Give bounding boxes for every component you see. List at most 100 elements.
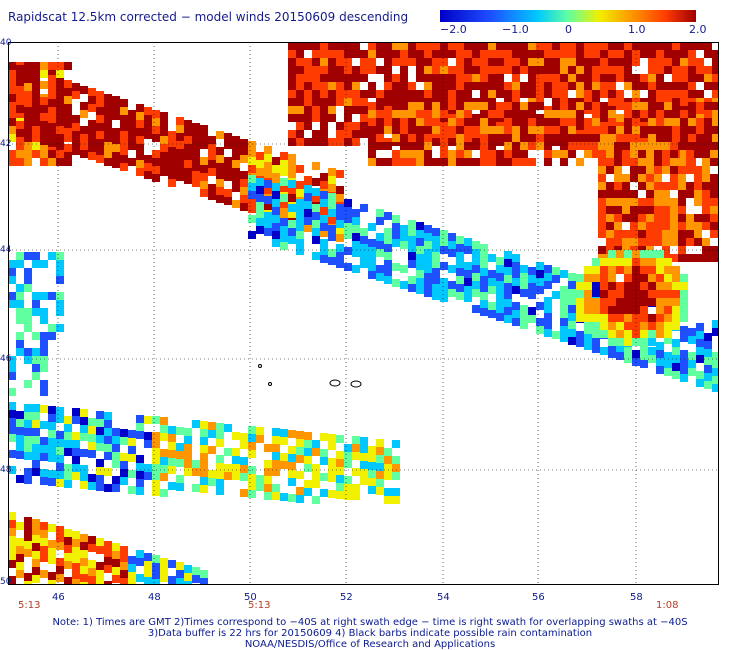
data-cell	[64, 472, 72, 480]
data-cell	[216, 431, 224, 439]
data-cell	[48, 139, 56, 147]
data-cell	[352, 50, 360, 58]
data-cell	[184, 136, 192, 144]
data-cell	[672, 290, 680, 298]
data-cell	[8, 78, 16, 86]
data-cell	[64, 158, 72, 166]
data-cell	[584, 306, 592, 314]
data-cell	[672, 50, 680, 58]
data-cell	[384, 158, 392, 166]
data-cell	[640, 282, 648, 290]
data-cell	[638, 174, 646, 182]
data-cell	[384, 244, 392, 252]
data-cell	[584, 282, 592, 290]
data-cell	[688, 352, 696, 360]
data-cell	[24, 541, 32, 549]
data-cell	[8, 388, 16, 396]
data-cell	[592, 102, 600, 110]
data-cell	[192, 123, 200, 131]
data-cell	[654, 230, 662, 238]
data-cell	[320, 173, 328, 181]
data-cell	[296, 207, 304, 215]
data-cell	[72, 448, 80, 456]
data-cell	[648, 42, 656, 50]
data-cell	[304, 193, 312, 201]
data-cell	[320, 473, 328, 481]
data-cell	[662, 222, 670, 230]
data-cell	[120, 115, 128, 123]
data-cell	[56, 447, 64, 455]
data-cell	[656, 322, 664, 330]
data-cell	[80, 534, 88, 542]
data-cell	[128, 454, 136, 462]
data-cell	[224, 141, 232, 149]
data-cell	[16, 260, 24, 268]
data-cell	[496, 50, 504, 58]
data-cell	[408, 284, 416, 292]
data-cell	[528, 82, 536, 90]
data-cell	[622, 182, 630, 190]
data-cell	[646, 214, 654, 222]
lon-label-48: 48	[148, 592, 161, 603]
data-cell	[456, 74, 464, 82]
data-cell	[640, 266, 648, 274]
data-cell	[136, 455, 144, 463]
data-cell	[480, 308, 488, 316]
data-cell	[344, 476, 352, 484]
data-cell	[592, 266, 600, 274]
data-cell	[288, 98, 296, 106]
data-cell	[56, 574, 64, 582]
data-cell	[184, 581, 192, 585]
data-cell	[456, 58, 464, 66]
data-cell	[392, 488, 400, 496]
data-cell	[648, 102, 656, 110]
data-cell	[664, 282, 672, 290]
data-cell	[288, 478, 296, 486]
data-cell	[176, 475, 184, 483]
data-cell	[232, 464, 240, 472]
data-cell	[664, 274, 672, 282]
data-cell	[152, 456, 160, 464]
data-cell	[712, 82, 719, 90]
data-cell	[648, 347, 656, 355]
data-cell	[352, 74, 360, 82]
data-cell	[56, 260, 64, 268]
colorbar-label-neg1: −1.0	[502, 23, 529, 36]
data-cell	[240, 147, 248, 155]
data-cell	[280, 437, 288, 445]
data-cell	[152, 432, 160, 440]
data-cell	[48, 524, 56, 532]
data-cell	[176, 173, 184, 181]
data-cell	[624, 266, 632, 274]
data-cell	[248, 474, 256, 482]
data-cell	[56, 471, 64, 479]
data-cell	[144, 440, 152, 448]
data-cell	[304, 66, 312, 74]
data-cell	[624, 330, 632, 338]
data-cell	[704, 118, 712, 126]
data-cell	[96, 467, 104, 475]
data-cell	[64, 104, 72, 112]
data-cell	[176, 443, 184, 451]
data-cell	[472, 126, 480, 134]
data-cell	[592, 345, 600, 353]
data-cell	[608, 98, 616, 106]
data-cell	[136, 128, 144, 136]
data-cell	[360, 130, 368, 138]
data-cell	[648, 82, 656, 90]
data-cell	[672, 371, 680, 379]
data-cell	[296, 495, 304, 503]
data-cell	[8, 450, 16, 458]
data-cell	[280, 194, 288, 202]
data-cell	[424, 126, 432, 134]
data-cell	[552, 331, 560, 339]
data-cell	[702, 198, 710, 206]
data-cell	[384, 42, 392, 50]
data-cell	[152, 150, 160, 158]
data-cell	[622, 142, 630, 150]
data-cell	[584, 274, 592, 282]
data-cell	[688, 102, 696, 110]
data-cell	[256, 483, 264, 491]
data-cell	[608, 266, 616, 274]
data-cell	[624, 50, 632, 58]
